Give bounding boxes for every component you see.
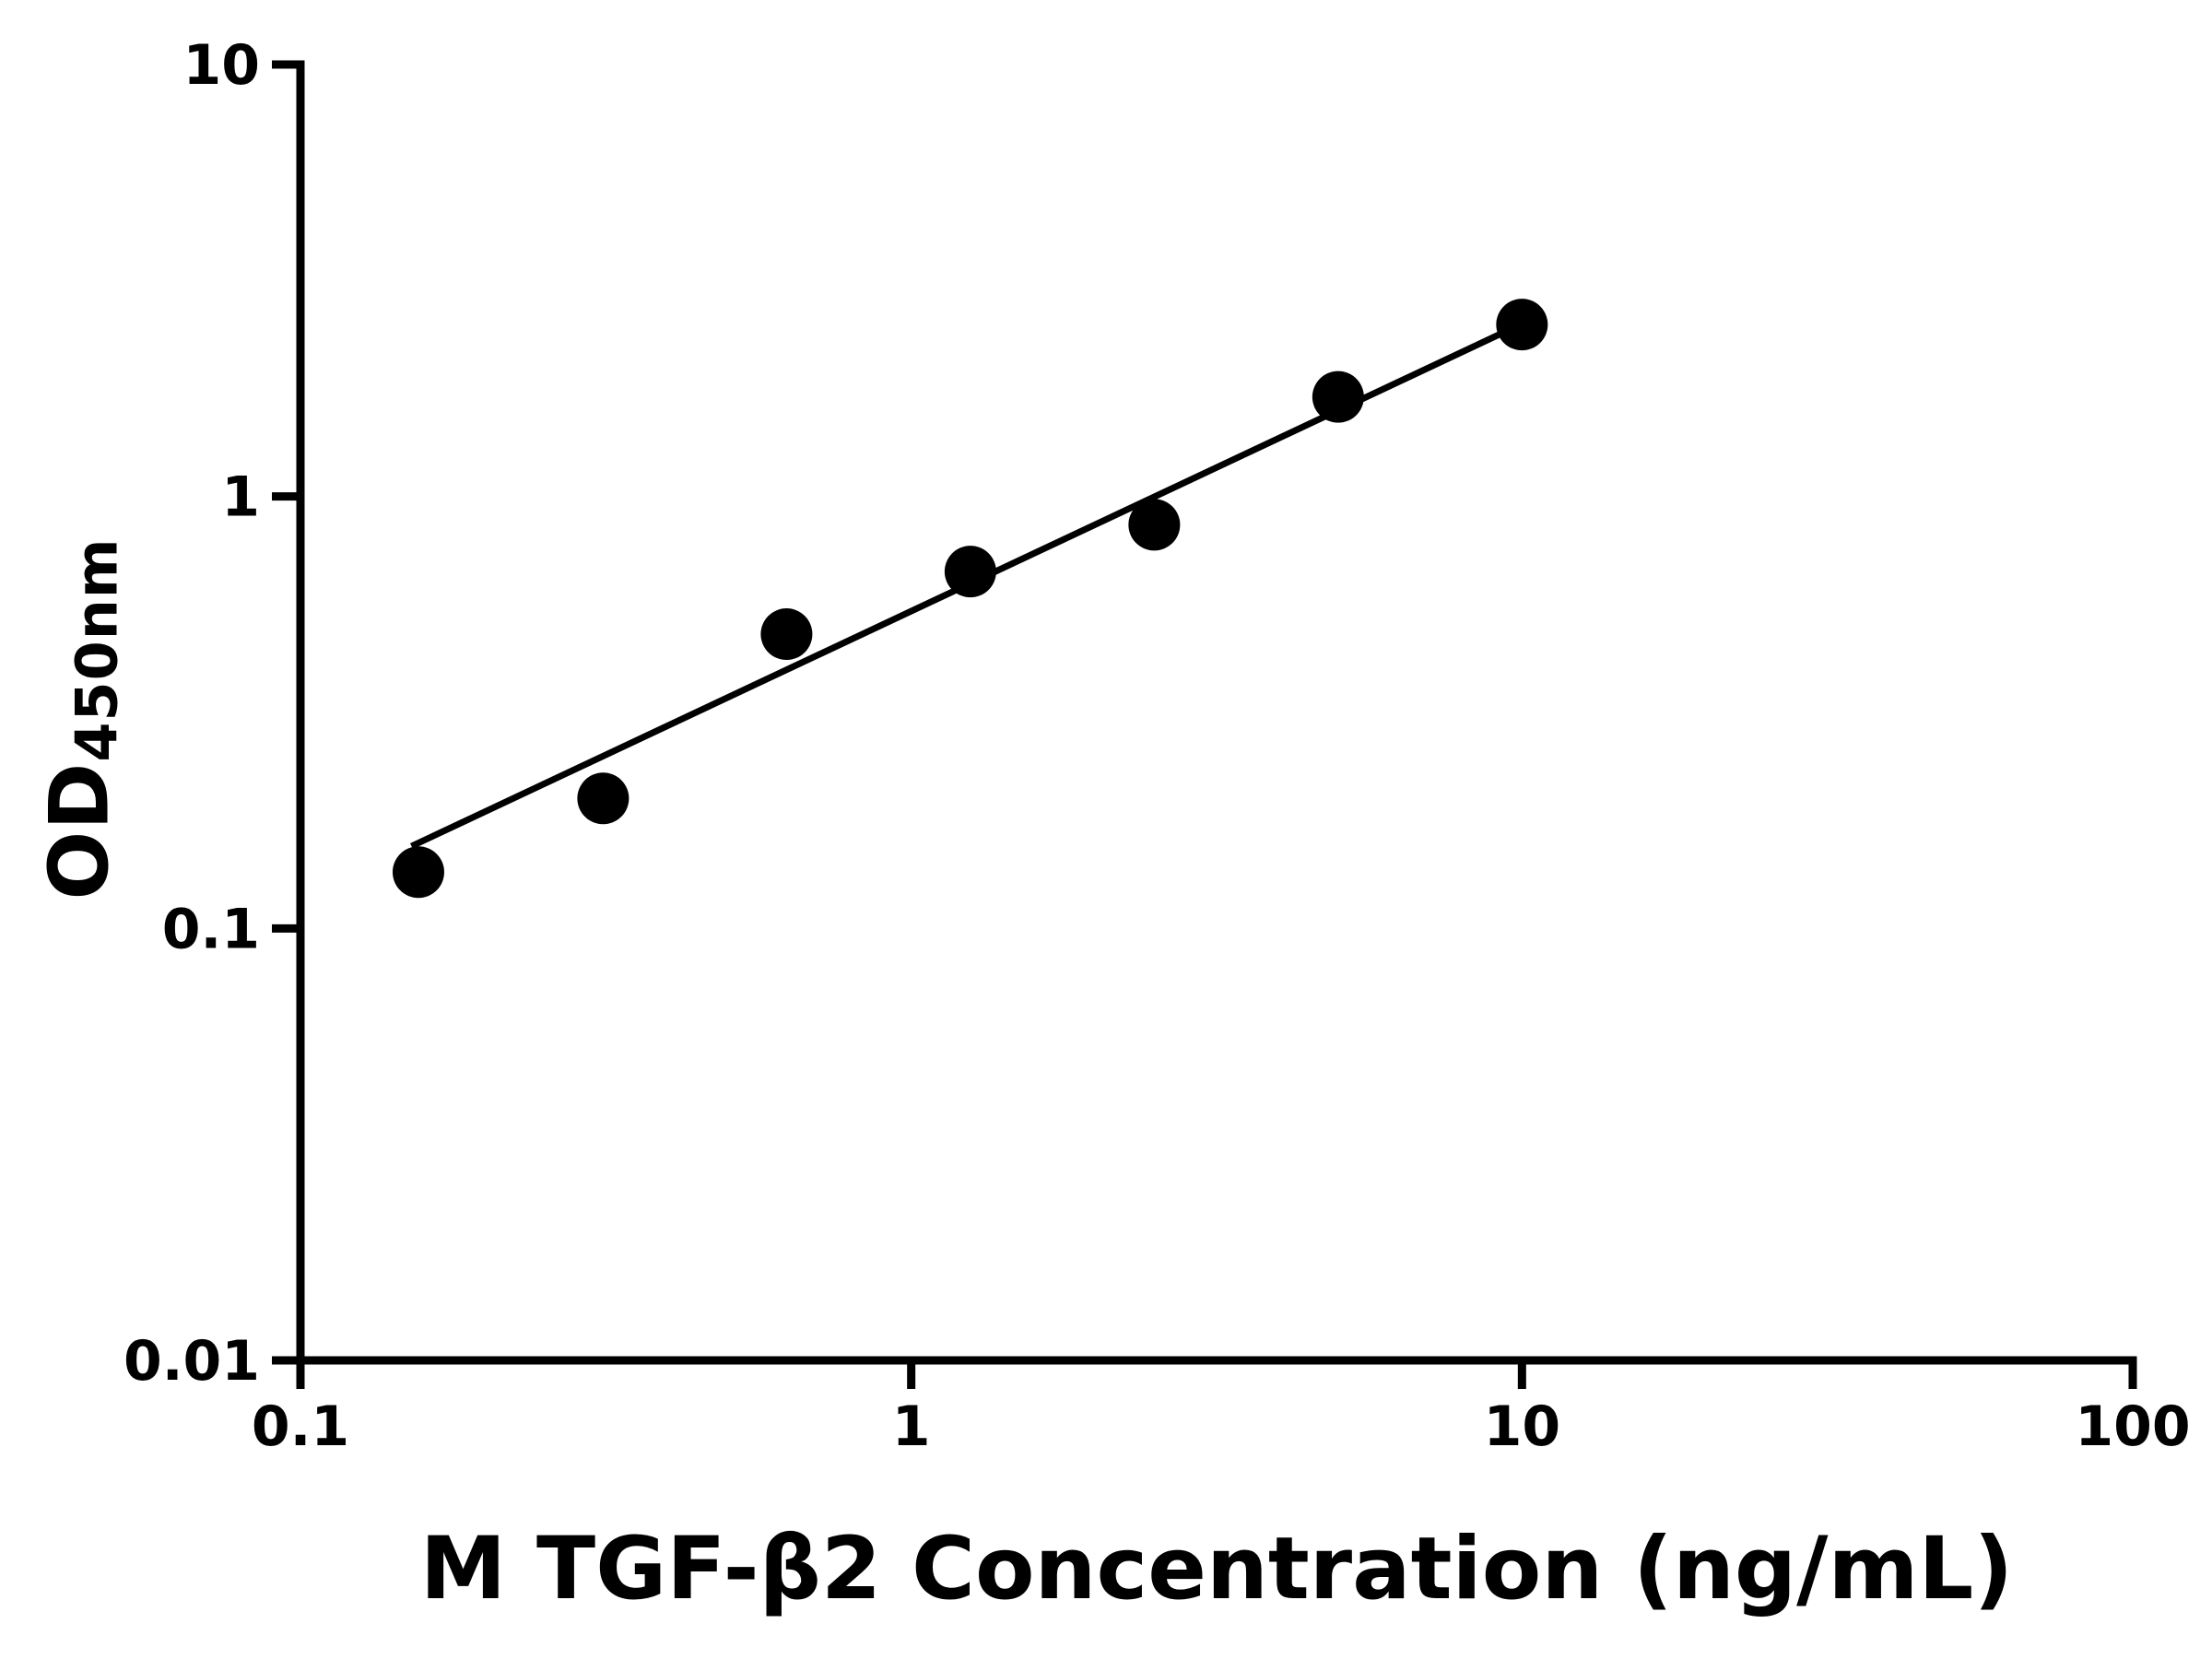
- data-point: [760, 608, 813, 661]
- x-tick-label: 100: [2075, 1394, 2190, 1459]
- data-point: [1496, 299, 1548, 351]
- data-point: [577, 772, 629, 825]
- y-tick-label: 10: [183, 33, 261, 98]
- data-point: [944, 546, 996, 598]
- y-tick-label: 0.01: [124, 1329, 260, 1394]
- y-axis-label-od: OD: [31, 761, 127, 900]
- y-tick-label: 0.1: [162, 897, 260, 961]
- y-axis-label-450nm: 450nm: [63, 537, 131, 762]
- data-point: [1128, 499, 1181, 551]
- x-tick-label: 0.1: [252, 1394, 349, 1459]
- data-point: [1312, 371, 1364, 423]
- x-tick-label: 1: [892, 1394, 931, 1459]
- x-axis-title: M TGF-β2 Concentration (ng/mL): [419, 1519, 2014, 1619]
- y-axis-title: OD450nm: [32, 537, 131, 900]
- x-tick-label: 10: [1484, 1394, 1561, 1459]
- axes-spine: [296, 60, 2137, 1365]
- data-point: [392, 846, 444, 899]
- y-tick-label: 1: [221, 465, 260, 530]
